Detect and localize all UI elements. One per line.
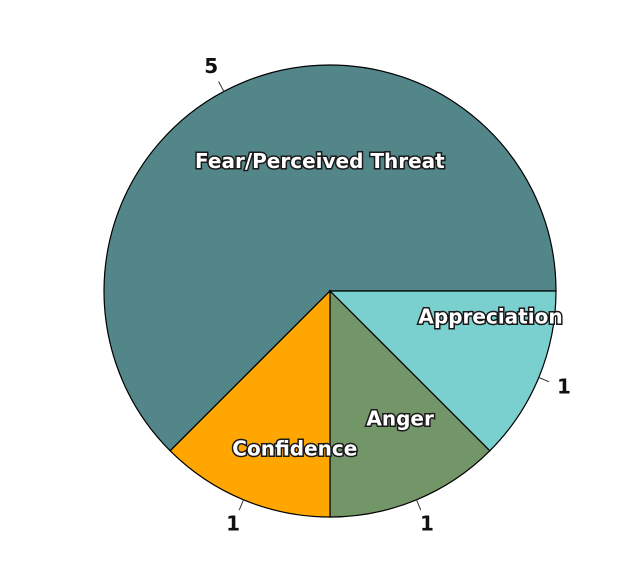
leader-line-anger	[416, 499, 422, 511]
slice-label-fear-perceived-threat: Fear/Perceived Threat	[195, 149, 445, 173]
leader-line-confidence	[238, 499, 244, 511]
slice-label-anger: Anger	[366, 407, 434, 431]
value-label-confidence: 1	[226, 511, 240, 535]
value-label-appreciation: 1	[557, 374, 571, 398]
leader-line-appreciation	[538, 377, 550, 383]
pie-slice-appreciation	[328, 290, 557, 452]
leader-line-fear-perceived-threat	[218, 81, 225, 92]
pie-slice-confidence	[169, 289, 331, 518]
slice-label-confidence: Confidence	[232, 436, 357, 460]
pie-slices	[103, 64, 557, 518]
pie-slice-fear-perceived-threat	[103, 64, 557, 452]
value-labels: 5 1 1 1	[204, 54, 571, 535]
value-label-fear-perceived-threat: 5	[204, 54, 218, 78]
slice-label-appreciation: Appreciation	[418, 304, 562, 328]
slice-labels: Fear/Perceived Threat Appreciation Anger Co…	[194, 148, 565, 462]
value-label-anger: 1	[420, 511, 434, 535]
value-label-leaders	[218, 81, 550, 511]
pie-slice-anger	[329, 289, 491, 518]
